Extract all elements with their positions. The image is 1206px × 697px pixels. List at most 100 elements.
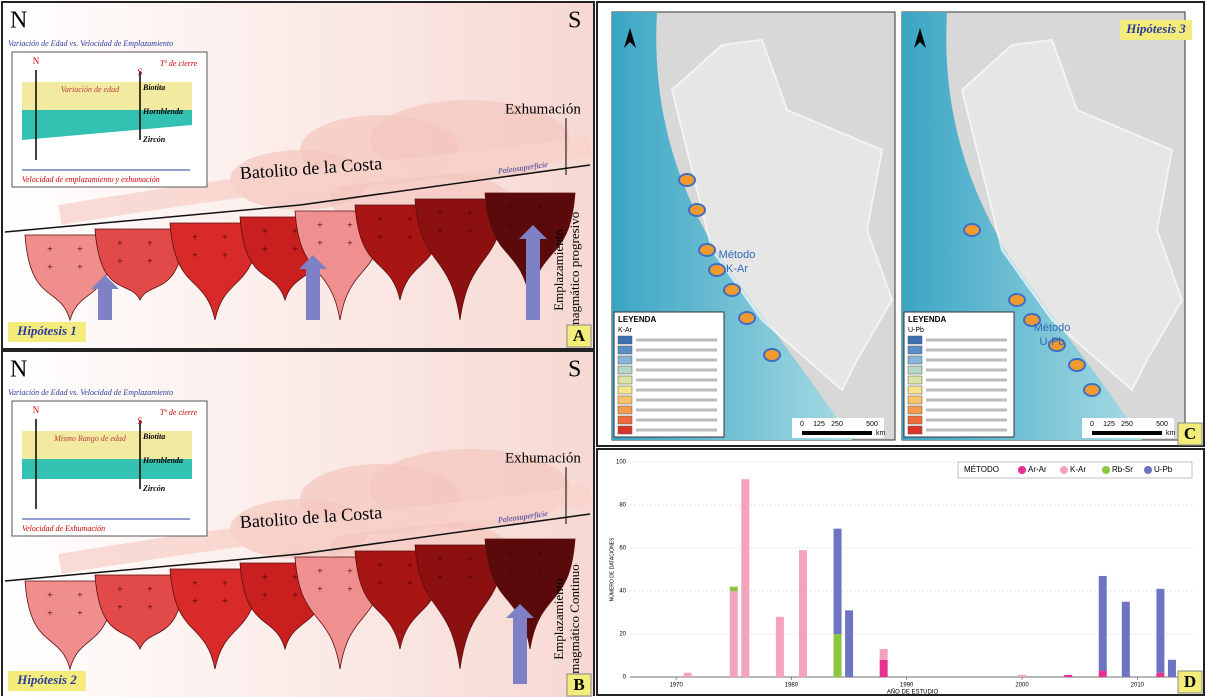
plus-sign: +	[262, 226, 268, 237]
x-tick-label: 1970	[669, 683, 683, 689]
hypothesis-label: Hipótesis 2	[16, 672, 77, 687]
south-label: S	[568, 8, 581, 34]
scale-tick: 250	[831, 421, 843, 428]
legend-swatch	[618, 386, 632, 394]
bar-segment	[1156, 589, 1164, 673]
plus-sign: +	[222, 250, 228, 261]
plus-sign: +	[437, 572, 443, 583]
plus-sign: +	[537, 202, 543, 213]
x-tick-label: 1980	[785, 683, 799, 689]
y-tick-label: 20	[619, 632, 626, 638]
data-hotspot	[1009, 294, 1025, 306]
legend-swatch	[618, 426, 632, 434]
plus-sign: +	[147, 256, 153, 267]
legend-swatch	[908, 346, 922, 354]
legend-title: MÉTODO	[964, 465, 999, 474]
bar-segment	[880, 660, 888, 677]
plus-sign: +	[317, 566, 323, 577]
plus-sign: +	[407, 560, 413, 571]
inset-axis-label: Velocidad de emplazamiento y exhumación	[22, 175, 160, 184]
x-tick-label: 2010	[1131, 683, 1145, 689]
north-label: N	[10, 8, 27, 34]
panel-label: B	[573, 675, 584, 694]
plus-sign: +	[437, 226, 443, 237]
panel-b: ++++++++++++++++++++++++++++++++NSVariac…	[3, 352, 593, 697]
inset-s: S	[137, 67, 142, 77]
inset-title: Variación de Edad vs. Velocidad de Empla…	[8, 388, 173, 397]
data-hotspot	[1084, 384, 1100, 396]
plus-sign: +	[147, 238, 153, 249]
plus-sign: +	[117, 256, 123, 267]
plus-sign: +	[347, 238, 353, 249]
plus-sign: +	[467, 208, 473, 219]
closure-temp: Tº de cierre	[160, 59, 198, 68]
plus-sign: +	[147, 602, 153, 613]
figure: ++++++++++++++++++++++++++++++++NSVariac…	[0, 0, 1206, 697]
bar-segment	[1018, 675, 1026, 677]
bar-segment	[741, 479, 749, 677]
legend-swatch	[618, 416, 632, 424]
panel-label: D	[1184, 672, 1196, 691]
y-tick-label: 40	[619, 589, 626, 595]
biotite: Biotita	[142, 83, 165, 92]
legend-label: Rb-Sr	[1112, 465, 1133, 474]
legend-swatch	[618, 376, 632, 384]
plus-sign: +	[537, 566, 543, 577]
plus-sign: +	[222, 596, 228, 607]
legend-marker	[1144, 466, 1152, 474]
legend-swatch	[908, 386, 922, 394]
legend-swatch	[908, 406, 922, 414]
bar-segment	[845, 610, 853, 677]
plus-sign: +	[507, 566, 513, 577]
data-hotspot	[964, 224, 980, 236]
south-label: S	[568, 357, 581, 383]
legend-marker	[1060, 466, 1068, 474]
legend-title: LEYENDA	[908, 315, 946, 324]
data-hotspot	[709, 264, 725, 276]
scale-tick: 0	[800, 421, 804, 428]
plus-sign: +	[317, 220, 323, 231]
hornblende: Hornblenda	[142, 107, 183, 116]
data-hotspot	[699, 244, 715, 256]
y-tick-label: 60	[619, 546, 626, 552]
scale-tick: 0	[1090, 421, 1094, 428]
scale-tick: 250	[1121, 421, 1133, 428]
legend-marker	[1018, 466, 1026, 474]
plus-sign: +	[262, 590, 268, 601]
plus-sign: +	[222, 578, 228, 589]
plus-sign: +	[467, 226, 473, 237]
plus-sign: +	[77, 590, 83, 601]
plus-sign: +	[317, 238, 323, 249]
legend-swatch	[618, 346, 632, 354]
zircon: Zircón	[142, 484, 166, 493]
legend-swatch	[618, 356, 632, 364]
plus-sign: +	[507, 202, 513, 213]
plus-sign: +	[192, 596, 198, 607]
plus-sign: +	[347, 566, 353, 577]
legend-swatch	[908, 376, 922, 384]
legend-marker	[1102, 466, 1110, 474]
plus-sign: +	[317, 584, 323, 595]
bar-segment	[1168, 660, 1176, 677]
plus-sign: +	[377, 232, 383, 243]
inset-title: Variación de Edad vs. Velocidad de Empla…	[8, 39, 173, 48]
y-tick-label: 100	[616, 460, 627, 466]
plus-sign: +	[292, 590, 298, 601]
legend-swatch	[618, 336, 632, 344]
plus-sign: +	[262, 244, 268, 255]
legend-swatch	[908, 336, 922, 344]
age-note: Mismo Rango de edad	[53, 434, 127, 443]
bar-segment	[1122, 602, 1130, 677]
plus-sign: +	[77, 608, 83, 619]
legend-swatch	[618, 366, 632, 374]
x-tick-label: 2000	[1015, 683, 1029, 689]
biotite: Biotita	[142, 432, 165, 441]
bar-segment	[776, 617, 784, 677]
legend-subtitle: K-Ar	[618, 327, 633, 334]
panel-label: C	[1184, 424, 1196, 443]
legend-swatch	[618, 406, 632, 414]
scale-unit: km	[1166, 430, 1176, 437]
plus-sign: +	[117, 584, 123, 595]
legend-subtitle: U-Pb	[908, 327, 924, 334]
